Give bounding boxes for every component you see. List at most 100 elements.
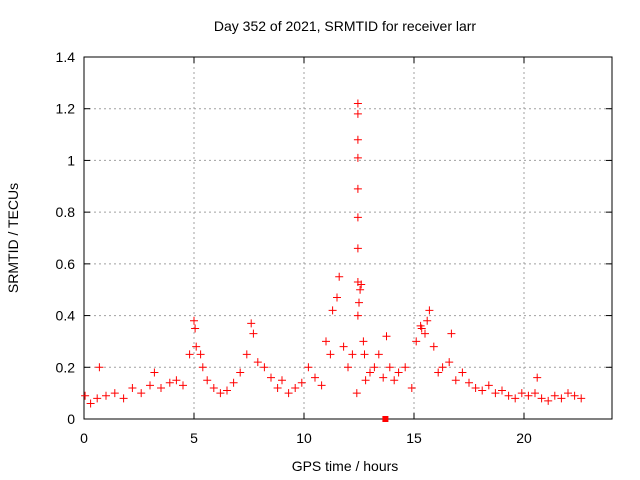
data-point <box>179 381 187 390</box>
data-point <box>284 389 293 398</box>
y-tick-label: 1 <box>67 152 75 168</box>
data-point <box>504 391 513 400</box>
data-point <box>425 306 434 315</box>
data-point <box>253 358 262 367</box>
data-point <box>196 350 205 359</box>
data-point <box>370 363 379 372</box>
data-point <box>216 389 225 398</box>
data-point <box>191 324 200 333</box>
data-point <box>322 337 330 346</box>
data-point <box>550 391 559 400</box>
y-tick-label: 0.8 <box>56 204 76 220</box>
data-point <box>353 153 362 162</box>
grid-lines <box>84 57 612 419</box>
data-point <box>544 396 553 405</box>
x-tick-label: 15 <box>406 430 422 446</box>
data-point <box>533 373 542 382</box>
y-tick-label: 0.6 <box>56 256 76 272</box>
data-point <box>517 389 526 398</box>
data-point <box>185 350 194 359</box>
data-point <box>260 363 269 372</box>
data-point <box>110 389 119 398</box>
data-point <box>465 378 473 387</box>
data-point <box>339 342 348 351</box>
data-point <box>557 394 566 403</box>
data-point <box>537 394 546 403</box>
data-point <box>531 389 539 398</box>
data-point <box>355 298 363 307</box>
data-point <box>335 272 344 281</box>
data-point <box>172 376 181 385</box>
data-point <box>438 363 447 372</box>
data-point <box>458 368 467 377</box>
data-point <box>247 319 256 328</box>
data-point <box>421 329 429 338</box>
data-point <box>361 376 370 385</box>
data-point <box>278 376 286 385</box>
data-point <box>236 368 245 377</box>
data-point <box>445 358 454 367</box>
data-point <box>379 373 388 382</box>
data-point <box>484 381 493 390</box>
data-point <box>394 368 403 377</box>
data-point <box>86 399 95 408</box>
x-tick-label: 5 <box>190 430 198 446</box>
data-series <box>81 99 586 422</box>
data-point <box>423 316 432 325</box>
data-point <box>357 280 366 289</box>
data-point <box>382 332 391 341</box>
data-point <box>498 386 506 395</box>
data-point <box>412 337 421 346</box>
x-tick-label: 20 <box>516 430 532 446</box>
x-axis-label: GPS time / hours <box>292 458 399 474</box>
data-point <box>150 368 159 377</box>
data-point <box>491 389 500 398</box>
data-point <box>353 184 362 193</box>
data-point <box>390 376 399 385</box>
data-point <box>273 383 282 392</box>
data-point <box>353 99 362 108</box>
data-point <box>366 368 374 377</box>
y-tick-label: 0 <box>67 411 75 427</box>
data-point <box>451 376 460 385</box>
data-point <box>146 381 154 390</box>
data-point <box>209 383 218 392</box>
data-point <box>304 363 313 372</box>
data-point <box>344 363 352 372</box>
series-outlier <box>382 416 389 422</box>
data-point <box>356 285 365 294</box>
data-point <box>311 373 319 382</box>
data-point <box>360 350 369 359</box>
data-point <box>524 391 533 400</box>
data-point <box>267 373 275 382</box>
data-point <box>382 416 389 422</box>
data-point <box>353 213 362 222</box>
y-axis-label: SRMTID / TECUs <box>5 183 21 293</box>
data-point <box>192 342 201 351</box>
data-point <box>429 342 438 351</box>
data-point <box>203 376 212 385</box>
data-point <box>198 363 207 372</box>
data-point <box>326 350 335 359</box>
data-point <box>242 350 251 359</box>
x-tick-label: 10 <box>296 430 312 446</box>
data-point <box>353 311 362 320</box>
data-point <box>95 363 104 372</box>
data-point <box>297 378 306 387</box>
data-point <box>353 109 362 118</box>
axis-ticks: 0 0.2 0.4 0.6 0.8 1 1.2 1.4 0 5 10 15 20 <box>56 49 612 446</box>
data-point <box>352 389 361 398</box>
data-point <box>223 386 231 395</box>
x-tick-label: 0 <box>80 430 88 446</box>
data-point <box>348 350 357 359</box>
data-point <box>511 394 520 403</box>
data-point <box>102 391 110 400</box>
y-tick-label: 1.2 <box>56 101 76 117</box>
data-point <box>317 381 326 390</box>
data-point <box>291 383 300 392</box>
series-srmtid <box>81 99 586 408</box>
data-point <box>81 391 90 400</box>
data-point <box>564 389 572 398</box>
plot-frame <box>83 56 613 420</box>
